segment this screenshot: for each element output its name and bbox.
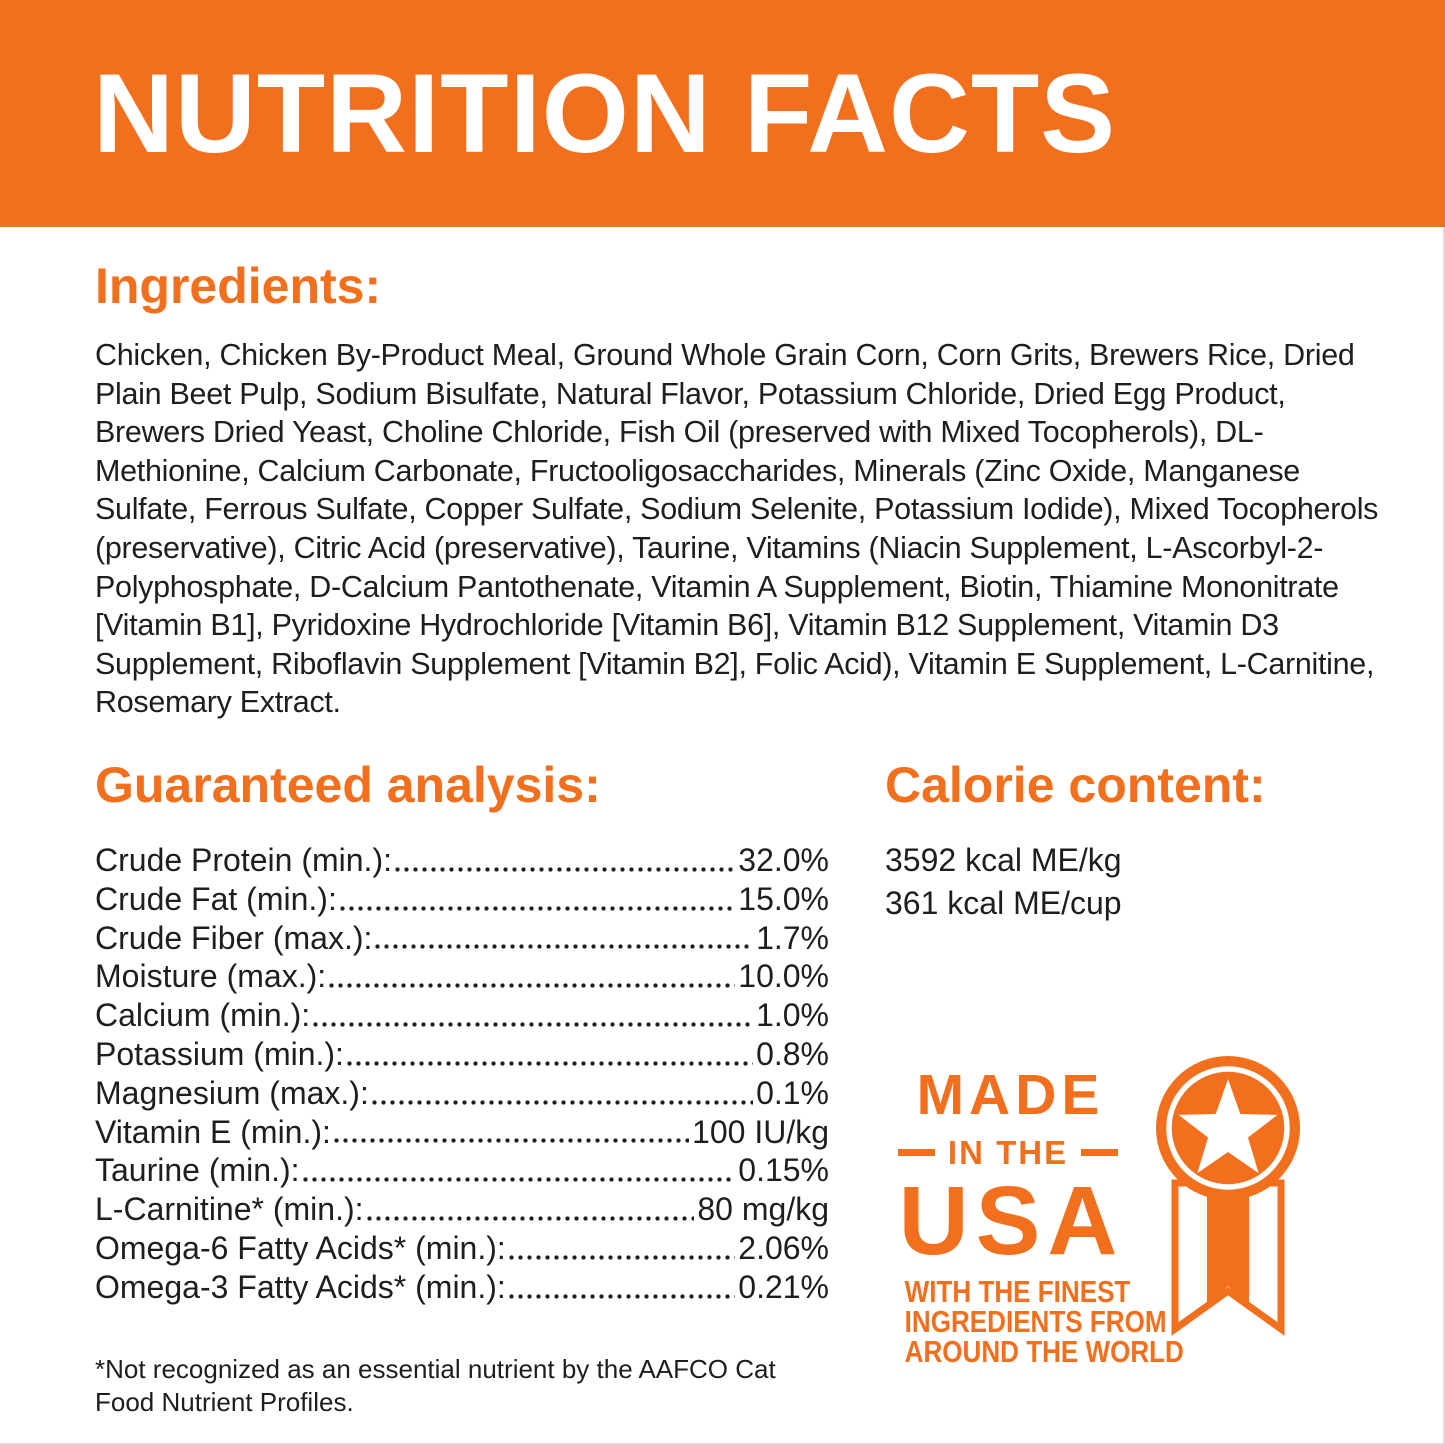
- table-row: Magnesium (max.): 0.1%: [95, 1074, 829, 1113]
- table-row: Vitamin E (min.): 100 IU/kg: [95, 1113, 829, 1152]
- dot-leader: [313, 1021, 754, 1027]
- kcal-per-cup: 361 kcal ME/cup: [885, 884, 1122, 921]
- table-row: Crude Fat (min.): 15.0%: [95, 880, 829, 919]
- row-label: Omega-6 Fatty Acids* (min.):: [95, 1229, 506, 1266]
- ingredients-text: Chicken, Chicken By-Product Meal, Ground…: [95, 338, 1379, 720]
- dot-leader: [333, 1138, 690, 1144]
- row-value: 1.0%: [756, 997, 829, 1034]
- row-value: 0.8%: [756, 1035, 829, 1072]
- row-value: 80 mg/kg: [697, 1191, 829, 1228]
- row-value: 0.21%: [738, 1268, 829, 1305]
- dot-leader: [339, 905, 736, 911]
- row-label: Omega-3 Fatty Acids* (min.):: [95, 1268, 506, 1305]
- dash-right: [1081, 1149, 1119, 1157]
- dot-leader: [329, 983, 736, 989]
- table-row: Omega-6 Fatty Acids* (min.): 2.06%: [95, 1229, 829, 1268]
- banner: NUTRITION FACTS: [0, 0, 1445, 227]
- dot-leader: [346, 1060, 754, 1066]
- dot-leader: [302, 1177, 736, 1183]
- table-row: Taurine (min.): 0.15%: [95, 1151, 829, 1190]
- usa-tagline: WITH THE FINEST INGREDIENTS FROM AROUND …: [885, 1274, 1184, 1370]
- row-label: Calcium (min.):: [95, 997, 311, 1034]
- table-row: Calcium (min.): 1.0%: [95, 996, 829, 1035]
- in-the-word: IN THE: [947, 1133, 1069, 1171]
- made-word: MADE: [916, 1062, 1105, 1127]
- row-label: Potassium (min.):: [95, 1035, 344, 1072]
- dash-left: [897, 1149, 935, 1157]
- table-row: Omega-3 Fatty Acids* (min.): 0.21%: [95, 1268, 829, 1307]
- in-the-row: IN THE: [885, 1134, 1131, 1172]
- page-title: NUTRITION FACTS: [93, 50, 1116, 176]
- dot-leader: [508, 1293, 736, 1299]
- row-value: 1.7%: [756, 919, 829, 956]
- ingredients-section: Ingredients: Chicken, Chicken By-Product…: [95, 259, 1387, 722]
- row-label: Magnesium (max.):: [95, 1074, 369, 1111]
- label-content: Ingredients: Chicken, Chicken By-Product…: [0, 227, 1445, 1419]
- ingredients-heading: Ingredients:: [95, 258, 382, 314]
- guaranteed-analysis-heading: Guaranteed analysis:: [95, 756, 601, 813]
- guaranteed-analysis-table: Crude Protein (min.): 32.0% Crude Fat (m…: [95, 841, 829, 1307]
- row-value: 0.15%: [738, 1152, 829, 1189]
- row-value: 100 IU/kg: [692, 1113, 829, 1150]
- table-row: Potassium (min.): 0.8%: [95, 1035, 829, 1074]
- row-label: Moisture (max.):: [95, 958, 327, 995]
- guaranteed-analysis-section: Guaranteed analysis: Crude Protein (min.…: [95, 756, 829, 1419]
- row-label: Crude Fiber (max.):: [95, 919, 373, 956]
- right-column: Calorie content: 3592 kcal ME/kg 361 kca…: [885, 756, 1387, 1419]
- table-row: L-Carnitine* (min.): 80 mg/kg: [95, 1190, 829, 1229]
- row-label: Crude Protein (min.):: [95, 841, 392, 878]
- made-in-usa-text: MADE IN THE USA WITH THE FINEST INGREDIE…: [885, 1055, 1184, 1370]
- table-row: Crude Protein (min.): 32.0%: [95, 841, 829, 880]
- dot-leader: [366, 1215, 695, 1221]
- row-label: Taurine (min.):: [95, 1152, 300, 1189]
- award-rosette-star-icon: [1156, 1055, 1300, 1336]
- calorie-content-heading: Calorie content:: [885, 756, 1266, 813]
- dot-leader: [508, 1254, 736, 1260]
- made-in-usa-badge: MADE IN THE USA WITH THE FINEST INGREDIE…: [885, 1055, 1387, 1367]
- table-row: Crude Fiber (max.): 1.7%: [95, 919, 829, 958]
- row-label: Vitamin E (min.):: [95, 1113, 331, 1150]
- row-value: 0.1%: [756, 1074, 829, 1111]
- two-column-area: Guaranteed analysis: Crude Protein (min.…: [95, 756, 1387, 1419]
- aafco-footnote: *Not recognized as an essential nutrient…: [95, 1353, 776, 1417]
- kcal-per-kg: 3592 kcal ME/kg: [885, 841, 1122, 878]
- row-value: 10.0%: [738, 958, 829, 995]
- dot-leader: [394, 866, 736, 872]
- tagline-line: WITH THE FINEST: [904, 1274, 1131, 1310]
- dot-leader: [371, 1099, 754, 1105]
- tagline-line: AROUND THE WORLD: [904, 1334, 1184, 1370]
- row-label: Crude Fat (min.):: [95, 880, 337, 917]
- table-row: Moisture (max.): 10.0%: [95, 957, 829, 996]
- tagline-line: INGREDIENTS FROM: [904, 1304, 1167, 1340]
- calorie-values: 3592 kcal ME/kg 361 kcal ME/cup: [885, 839, 1387, 925]
- dot-leader: [375, 944, 754, 950]
- row-value: 15.0%: [738, 880, 829, 917]
- row-value: 32.0%: [738, 841, 829, 878]
- usa-word: USA: [898, 1165, 1125, 1275]
- row-label: L-Carnitine* (min.):: [95, 1191, 364, 1228]
- row-value: 2.06%: [738, 1229, 829, 1266]
